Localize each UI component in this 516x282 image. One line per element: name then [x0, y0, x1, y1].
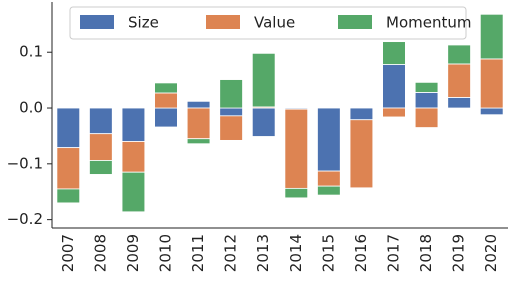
bar: [414, 92, 439, 109]
legend-label: Momentum: [386, 14, 471, 32]
bar: [382, 41, 406, 65]
y-tick-label: −0.2: [7, 210, 43, 228]
bar: [317, 185, 341, 196]
x-tick-label: 2009: [124, 234, 142, 272]
bar: [154, 107, 178, 128]
bar: [479, 13, 504, 60]
bar: [186, 138, 211, 145]
bar: [447, 44, 471, 65]
x-tick-label: 2011: [189, 234, 207, 272]
bar: [284, 187, 309, 199]
bar: [89, 160, 113, 175]
bar: [186, 100, 211, 109]
bar: [414, 107, 439, 128]
legend-label: Size: [128, 14, 159, 32]
bar: [479, 58, 504, 109]
bar: [154, 82, 178, 94]
bar: [447, 97, 471, 109]
bar: [56, 107, 81, 149]
legend-swatch: [338, 15, 372, 29]
x-tick-label: 2018: [417, 234, 435, 272]
bar: [121, 107, 146, 142]
bar: [219, 79, 243, 109]
bar: [219, 107, 243, 117]
bar: [479, 107, 504, 116]
bar: [349, 107, 374, 121]
bar: [154, 92, 178, 109]
x-tick-label: 2012: [222, 234, 240, 272]
x-tick-label: 2007: [59, 234, 77, 272]
bar: [382, 64, 406, 109]
bar: [89, 133, 113, 161]
bar: [382, 107, 406, 118]
x-tick-label: 2010: [157, 234, 175, 272]
bar: [284, 108, 309, 189]
y-tick-label: 0.1: [19, 43, 43, 61]
x-tick-label: 2008: [91, 234, 109, 272]
x-tick-label: 2020: [482, 234, 500, 272]
x-tick-label: 2017: [385, 234, 403, 272]
legend-swatch: [206, 15, 240, 29]
legend-label: Value: [254, 14, 295, 32]
bar: [414, 81, 439, 93]
x-tick-label: 2013: [254, 234, 272, 272]
bar: [219, 115, 243, 141]
legend-swatch: [80, 15, 114, 29]
bar: [447, 63, 471, 98]
y-tick-label: −0.1: [7, 154, 43, 172]
bar: [251, 107, 276, 137]
bar: [317, 170, 341, 187]
bar: [349, 119, 374, 189]
y-tick-label: 0.0: [19, 99, 43, 117]
bar: [317, 107, 341, 172]
bar: [89, 107, 113, 135]
bar: [56, 147, 81, 190]
bar: [186, 107, 211, 140]
x-tick-label: 2015: [319, 234, 337, 272]
bar: [121, 171, 146, 213]
x-tick-label: 2014: [287, 234, 305, 272]
bar: [121, 141, 146, 173]
legend: Size Value Momentum: [69, 6, 471, 40]
bar: [56, 188, 81, 204]
x-tick-label: 2019: [450, 234, 468, 272]
x-tick-label: 2016: [352, 234, 370, 272]
bar: [251, 52, 276, 108]
